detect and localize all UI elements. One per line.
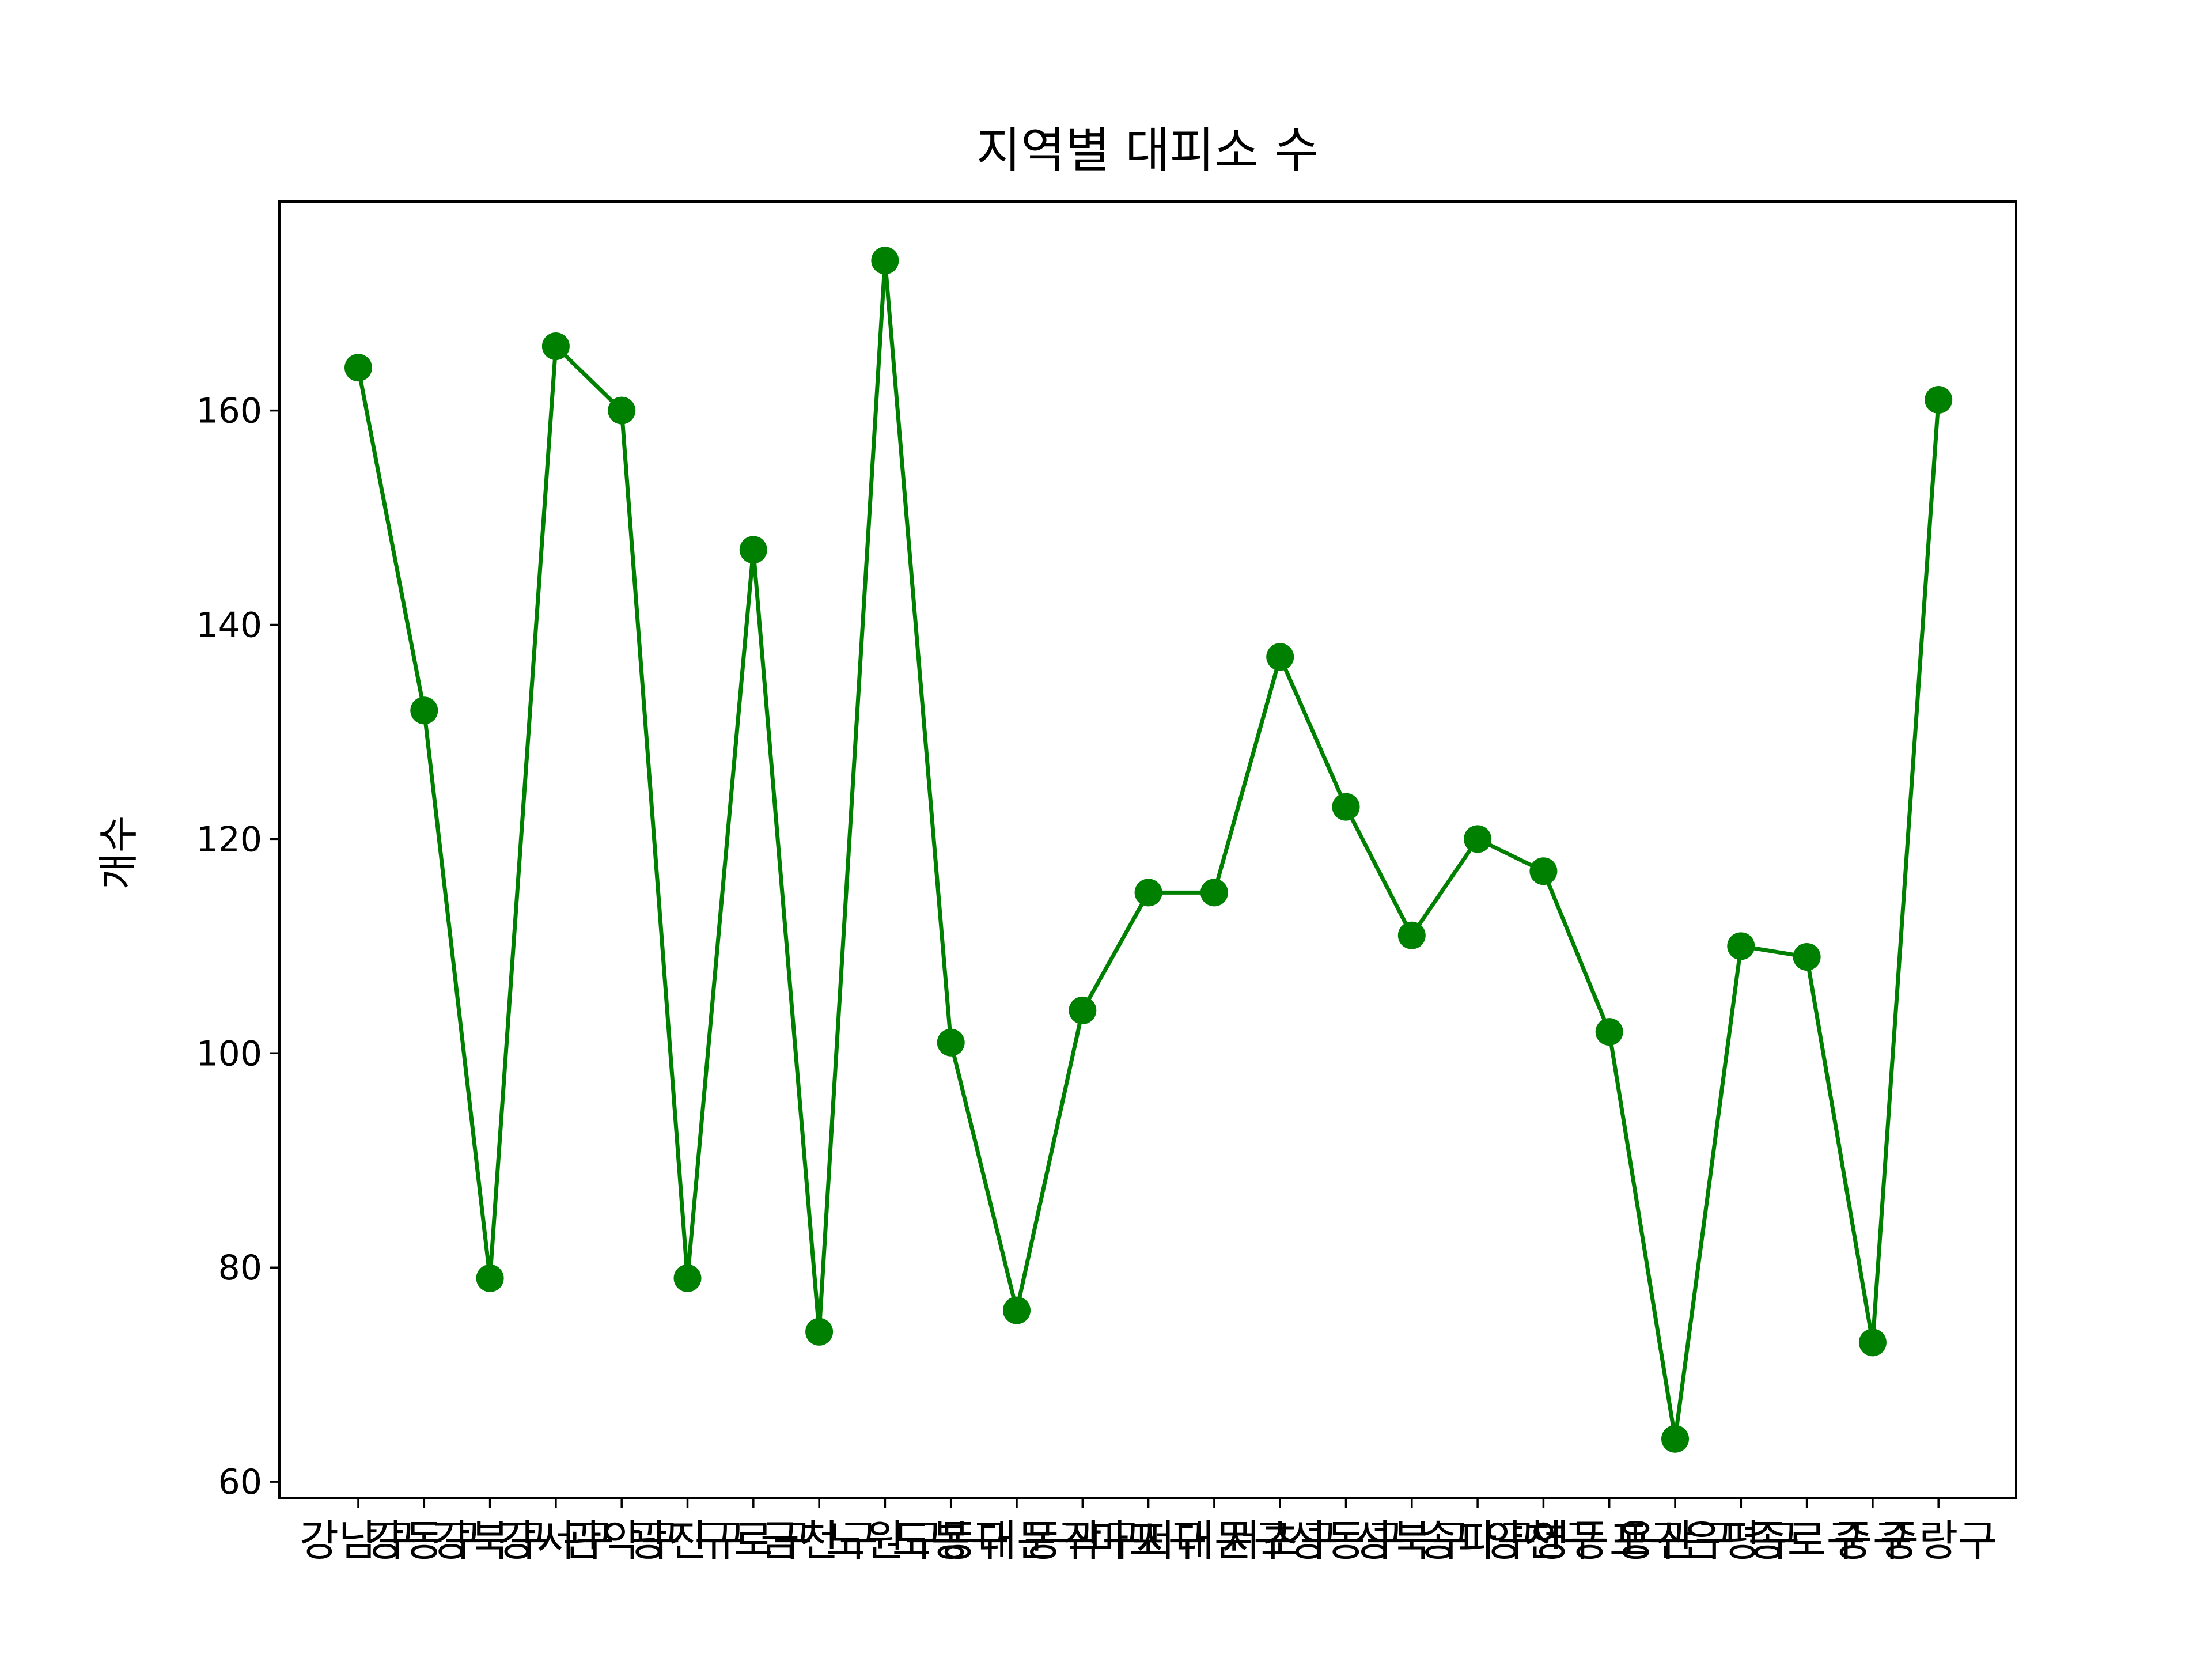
- data-point: [871, 247, 899, 275]
- data-point: [541, 332, 570, 361]
- x-tick-label: 성동구: [1287, 1516, 1404, 1566]
- data-point: [1858, 1328, 1887, 1357]
- chart-title: 지역별 대피소 수: [976, 122, 1319, 179]
- data-point: [410, 696, 438, 725]
- x-tick-label: 동작구: [1024, 1516, 1141, 1566]
- x-tick-label: 서초구: [1221, 1516, 1339, 1566]
- x-tick-label: 양천구: [1484, 1516, 1602, 1566]
- data-point: [1266, 643, 1294, 671]
- data-point: [1003, 1296, 1031, 1324]
- y-tick-label: 100: [196, 1033, 262, 1074]
- y-tick-label: 140: [196, 605, 262, 646]
- data-point: [937, 1028, 965, 1057]
- data-point: [1134, 879, 1162, 907]
- data-point: [739, 536, 767, 564]
- data-point: [1793, 942, 1821, 971]
- x-tick-label: 송파구: [1419, 1516, 1536, 1566]
- x-tick-label: 구로구: [695, 1516, 812, 1566]
- data-point: [1595, 1018, 1623, 1046]
- data-point: [1925, 386, 1953, 414]
- x-tick-label: 강북구: [431, 1516, 548, 1566]
- x-tick-label: 종로구: [1748, 1516, 1865, 1566]
- x-tick-label: 서대문구: [1136, 1516, 1293, 1566]
- x-tick-label: 금천구: [760, 1516, 878, 1566]
- x-tick-label: 강서구: [497, 1516, 615, 1566]
- plot-content: [344, 247, 1953, 1453]
- data-point: [805, 1318, 834, 1346]
- data-point: [1332, 793, 1360, 821]
- y-tick-label: 60: [218, 1462, 262, 1502]
- data-point: [1397, 921, 1426, 949]
- x-tick-label: 노원구: [826, 1516, 944, 1566]
- data-point: [1529, 857, 1558, 885]
- data-point: [1727, 932, 1755, 960]
- data-point: [1661, 1425, 1689, 1453]
- x-tick-label: 용산구: [1616, 1516, 1734, 1566]
- x-tick-label: 광진구: [628, 1516, 746, 1566]
- x-tick-label: 영등포구: [1531, 1516, 1688, 1566]
- data-point: [673, 1264, 702, 1292]
- x-tick-label: 마포구: [1089, 1516, 1207, 1566]
- y-tick-label: 120: [196, 819, 262, 860]
- x-tick-label: 강동구: [365, 1516, 483, 1566]
- x-tick-label: 중구: [1834, 1516, 1912, 1566]
- x-axis: 강남구강동구강북구강서구관악구광진구구로구금천구노원구도봉구동대문구동작구마포구…: [300, 1498, 1997, 1566]
- data-point: [1464, 825, 1492, 853]
- data-point: [344, 354, 372, 382]
- y-axis-label: 개수: [95, 816, 142, 890]
- x-tick-label: 중랑구: [1880, 1516, 1997, 1566]
- data-point: [1069, 996, 1097, 1024]
- x-tick-label: 은평구: [1682, 1516, 1800, 1566]
- y-axis: 60 80 100 120 140 160: [196, 391, 279, 1502]
- x-tick-label: 동대문구: [938, 1516, 1095, 1566]
- x-tick-label: 도봉구: [892, 1516, 1010, 1566]
- y-tick-label: 80: [218, 1248, 262, 1288]
- x-tick-label: 강남구: [300, 1516, 417, 1566]
- data-point: [476, 1264, 504, 1292]
- data-point: [1200, 879, 1228, 907]
- data-point: [608, 396, 636, 425]
- x-tick-label: 관악구: [563, 1516, 680, 1566]
- y-tick-label: 160: [196, 391, 262, 431]
- x-tick-label: 성북구: [1353, 1516, 1471, 1566]
